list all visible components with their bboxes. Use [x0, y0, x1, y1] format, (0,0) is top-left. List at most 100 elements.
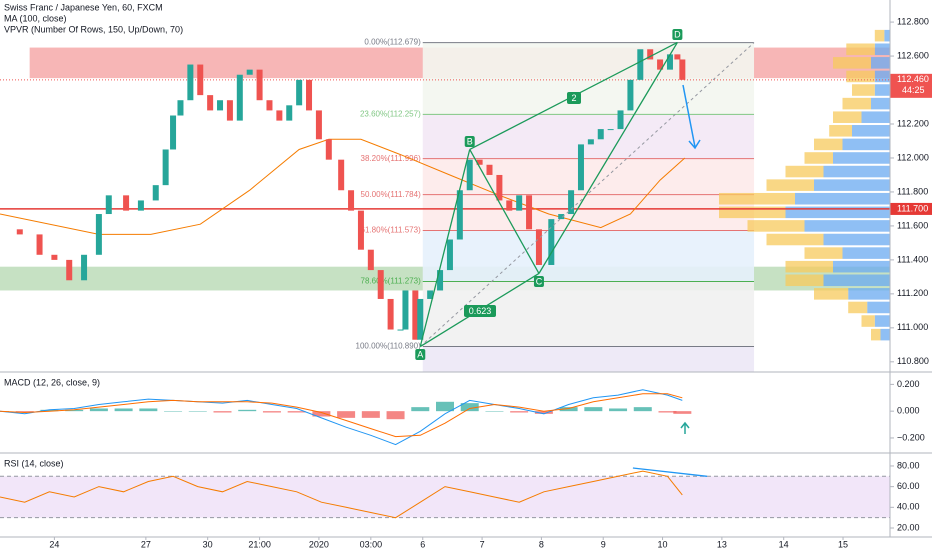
- candle: [367, 249, 374, 271]
- x-tick-label: 6: [420, 539, 425, 549]
- histogram-bar: [584, 407, 603, 412]
- histogram-bar: [633, 407, 652, 412]
- histogram-bar: [559, 407, 578, 412]
- vpvr-down: [846, 70, 875, 83]
- pattern-point-label: A: [417, 349, 423, 359]
- vpvr-up: [795, 192, 890, 205]
- vpvr-down: [833, 57, 871, 69]
- candle: [226, 100, 233, 121]
- legend: Swiss Franc / Japanese Yen, 60, FXCM MA …: [4, 2, 183, 468]
- histogram-bar: [65, 409, 84, 412]
- y-tick-label: −0.200: [897, 432, 925, 442]
- vpvr-down: [785, 165, 824, 178]
- candle: [296, 79, 303, 106]
- y-tick-label: 111.800: [897, 186, 928, 196]
- histogram-bar: [658, 411, 677, 413]
- histogram-bar: [510, 411, 529, 413]
- histogram-bar: [673, 411, 692, 414]
- pattern-point-label: D: [674, 29, 681, 39]
- panel-title: MACD (12, 26, close, 9): [4, 377, 100, 387]
- signal-arrow: [680, 421, 690, 434]
- rsi-band: [0, 476, 890, 518]
- fib-band: [422, 194, 755, 231]
- candle: [51, 254, 58, 260]
- candle: [674, 54, 681, 60]
- candle: [577, 144, 584, 191]
- arrows: [680, 84, 701, 434]
- vpvr-up: [842, 138, 890, 151]
- forecast-arrow: [682, 84, 701, 150]
- ma-line: [0, 138, 686, 235]
- vpvr-down: [874, 29, 885, 42]
- vpvr-up: [823, 274, 890, 287]
- pattern-ratio: 2 0.623: [464, 92, 581, 317]
- candle: [568, 190, 575, 215]
- candle: [137, 200, 144, 211]
- vpvr-up: [823, 165, 890, 178]
- y-tick-label: 0.200: [897, 379, 920, 389]
- histogram-bar: [213, 411, 232, 413]
- vpvr-down: [861, 315, 875, 327]
- vpvr-up: [874, 43, 890, 56]
- ratio-box: [464, 305, 496, 317]
- vpvr-up: [842, 247, 890, 259]
- candle: [679, 59, 686, 80]
- histogram-bar: [15, 411, 34, 413]
- y-tick-label: 110.800: [897, 356, 929, 366]
- vpvr-down: [766, 179, 814, 191]
- candle: [187, 64, 194, 101]
- vpvr-down: [719, 206, 786, 219]
- candle: [286, 105, 293, 121]
- y-tick-label: 112.200: [897, 118, 929, 128]
- candle: [338, 159, 345, 191]
- y-tick-label: 60.00: [897, 481, 920, 491]
- candle: [246, 69, 253, 75]
- vpvr-down: [842, 97, 871, 110]
- candle: [587, 139, 594, 145]
- candle: [152, 185, 159, 201]
- histogram-bar: [337, 411, 356, 418]
- candle: [657, 59, 664, 70]
- ratio-label: 2: [571, 93, 576, 103]
- histogram-bar: [238, 409, 257, 412]
- last-price-label: 112.460: [897, 74, 929, 84]
- candle: [446, 239, 453, 271]
- vpvr-up: [867, 301, 890, 314]
- candle: [526, 195, 533, 230]
- histogram-bar: [312, 411, 331, 417]
- candle: [276, 110, 283, 121]
- histogram-bar: [188, 411, 207, 412]
- candle: [535, 229, 542, 265]
- vpvr-down: [848, 301, 868, 314]
- candle: [377, 270, 384, 299]
- vpvr-up: [874, 315, 890, 327]
- candle: [387, 298, 394, 330]
- fib-label: 61.80%(111.573): [361, 226, 422, 235]
- histogram-bar: [436, 401, 454, 412]
- histogram-bar: [609, 408, 628, 412]
- candle: [170, 115, 177, 150]
- vpvr-up: [871, 57, 890, 69]
- fib-label: 78.60%(111.273): [361, 277, 422, 286]
- vpvr-up: [833, 260, 890, 273]
- pattern-point-box: [533, 275, 544, 287]
- pattern-leg: [469, 149, 540, 274]
- pattern-point-box: [672, 28, 683, 40]
- candle: [66, 259, 73, 281]
- vpvr-up: [884, 29, 890, 42]
- x-tick-label: 9: [601, 539, 606, 549]
- vpvr-down: [804, 247, 843, 259]
- y-tick-label: 112.600: [897, 50, 929, 60]
- fib-band: [422, 114, 755, 159]
- histogram-bar: [40, 409, 59, 412]
- vpvr-down: [871, 328, 881, 341]
- y-tick-label: 111.200: [897, 288, 928, 298]
- histogram-bar: [139, 408, 158, 412]
- vpvr-up: [823, 233, 890, 246]
- candle: [627, 79, 634, 111]
- vpvr-up: [814, 179, 890, 191]
- legend-entry: VPVR (Number Of Rows, 150, Up/Down, 70): [4, 24, 183, 34]
- vpvr-up: [852, 125, 890, 137]
- candle: [666, 54, 673, 70]
